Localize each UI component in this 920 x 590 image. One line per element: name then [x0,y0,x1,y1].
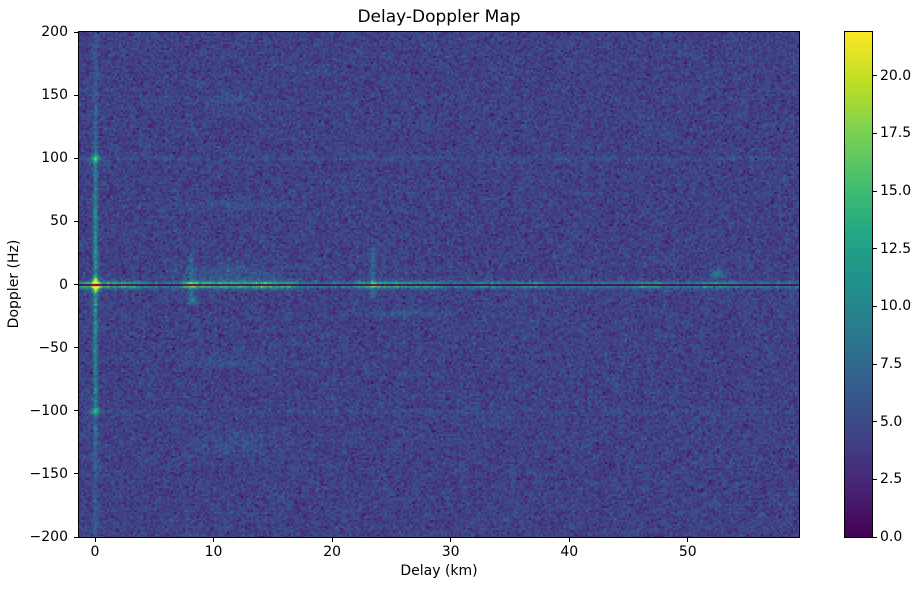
x-tick-mark [331,538,333,542]
y-tick-mark [74,157,78,159]
y-tick-label: −50 [38,339,68,356]
colorbar-tick-mark [873,363,877,365]
plot-frame [78,31,800,538]
y-tick-mark [74,473,78,475]
y-tick-mark [74,31,78,33]
colorbar-canvas [845,32,872,537]
y-axis-label: Doppler (Hz) [6,239,22,329]
x-tick-label: 10 [204,544,223,560]
x-tick-label: 20 [323,544,342,560]
colorbar-frame [844,31,873,538]
x-axis-label: Delay (km) [400,563,478,579]
colorbar-tick-mark [873,190,877,192]
x-tick-label: 40 [560,544,579,560]
y-tick-label: 150 [41,87,68,104]
colorbar-tick-label: 15.0 [880,183,912,200]
y-tick-label: 200 [41,24,68,40]
y-tick-mark [74,220,78,222]
colorbar-tick-label: 17.5 [880,125,912,142]
colorbar-tick-mark [873,536,877,538]
x-tick-label: 30 [441,544,460,560]
y-tick-label: −200 [29,529,68,545]
y-tick-label: −150 [29,465,68,482]
colorbar-tick-label: 7.5 [880,356,903,373]
colorbar-tick-label: 0.0 [880,529,903,545]
y-tick-mark [74,347,78,349]
y-tick-mark [74,536,78,538]
x-tick-mark [687,538,689,542]
colorbar-tick-label: 2.5 [880,471,903,488]
chart-title: Delay-Doppler Map [357,7,521,27]
y-tick-label: −100 [29,402,68,419]
colorbar-tick-mark [873,248,877,250]
x-tick-label: 50 [678,544,697,560]
x-tick-mark [568,538,570,542]
y-tick-label: 50 [50,213,68,230]
x-tick-mark [94,538,96,542]
y-tick-mark [74,410,78,412]
colorbar-tick-mark [873,421,877,423]
y-tick-mark [74,284,78,285]
colorbar-tick-mark [873,305,877,307]
colorbar-tick-mark [873,478,877,480]
y-tick-mark [74,94,78,96]
heatmap-canvas [79,32,799,537]
colorbar-tick-mark [873,132,877,134]
colorbar-tick-label: 12.5 [880,240,912,257]
y-tick-label: 0 [59,276,68,293]
colorbar-tick-mark [873,75,877,77]
colorbar-tick-label: 20.0 [880,67,912,84]
x-tick-mark [450,538,452,542]
colorbar-tick-label: 5.0 [880,413,903,430]
x-tick-mark [213,538,215,542]
y-tick-label: 100 [41,150,68,167]
x-tick-label: 0 [90,544,100,560]
colorbar-tick-label: 10.0 [880,298,912,315]
